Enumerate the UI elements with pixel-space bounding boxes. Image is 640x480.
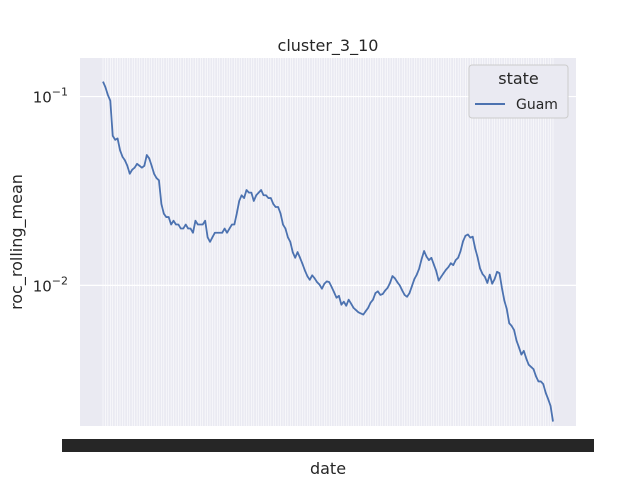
x-axis-label: date	[310, 459, 346, 478]
x-tick-labels-overlapping	[62, 439, 594, 452]
series-layer	[102, 81, 554, 422]
x-tick-labels	[62, 439, 594, 452]
x-gridlines	[102, 58, 554, 426]
y-tick-label: 10−2	[33, 274, 68, 295]
plot-area	[80, 58, 576, 426]
y-tick-label: 10−1	[33, 86, 68, 107]
legend-title: state	[498, 69, 539, 88]
chart-title: cluster_3_10	[278, 36, 379, 56]
legend-label-guam: Guam	[516, 97, 558, 113]
y-axis-label: roc_rolling_mean	[7, 174, 27, 310]
legend: state Guam	[468, 64, 569, 119]
y-tick-labels: 10−1 10−2	[33, 86, 68, 296]
series-line-guam	[102, 81, 554, 422]
